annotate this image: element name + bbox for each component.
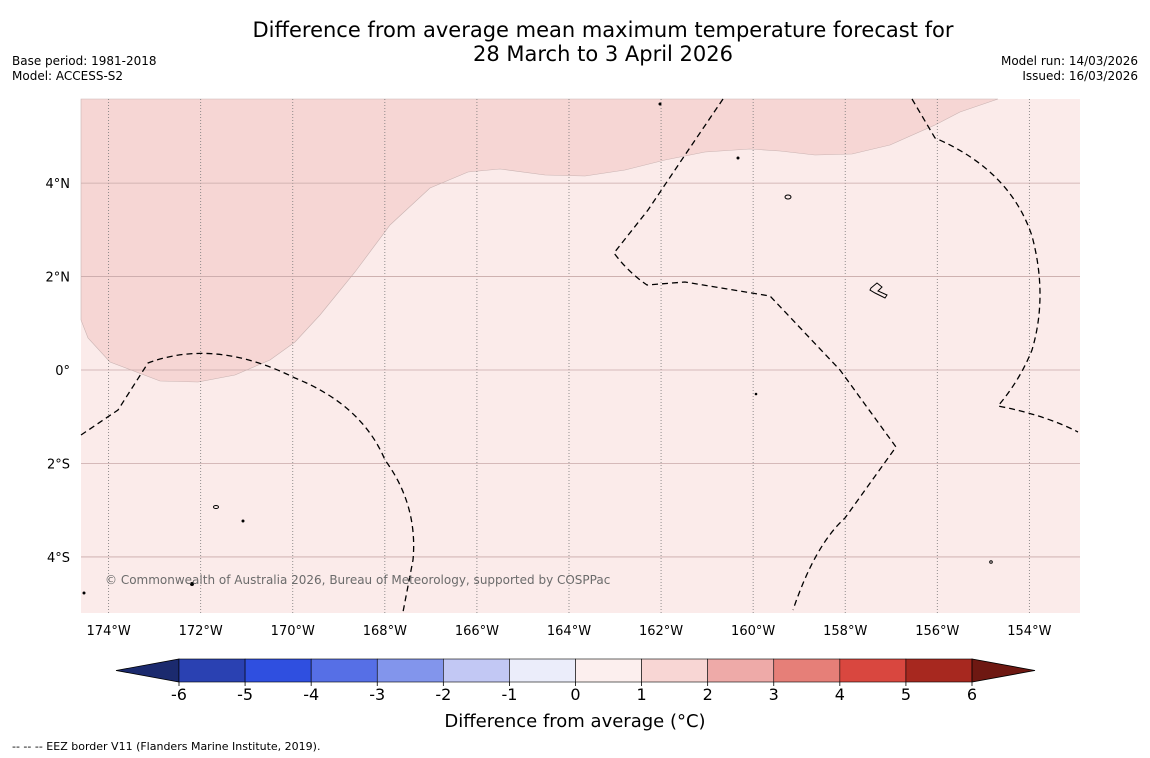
meta-left: Base period: 1981-2018 Model: ACCESS-S2 [12,54,157,84]
colorbar-tick-label: 4 [835,685,845,704]
island [989,560,993,564]
colorbar-segment [839,658,907,683]
longitude-label: 166°W [455,624,499,639]
island [213,505,219,509]
colorbar-tick-label: -5 [237,685,253,704]
copyright-note: © Commonwealth of Australia 2026, Bureau… [105,573,610,587]
latitude-label: 4°N [46,177,71,192]
model-run: Model run: 14/03/2026 [1000,54,1138,68]
eez-borders [80,98,1079,613]
colorbar-segment [773,658,841,683]
meta-right: Model run: 14/03/2026 Issued: 16/03/2026 [1001,54,1138,84]
latitude-labels: 4°N 2°N 0° 2°S 4°S [46,177,71,566]
island [241,519,245,523]
graticule [81,99,1080,613]
island [658,102,662,106]
longitude-label: 160°W [731,624,775,639]
colorbar-segment [509,658,576,683]
colorbar-extend-low [115,658,180,683]
base-period: Base period: 1981-2018 [12,54,157,68]
longitude-label: 164°W [547,624,591,639]
colorbar-extend-high [971,658,1036,683]
islands [82,102,993,595]
longitude-label: 162°W [639,624,683,639]
model-name: Model: ACCESS-S2 [12,69,124,83]
colorbar-tick-label: -1 [501,685,517,704]
colorbar-tick-label: 0 [570,685,580,704]
longitude-labels: 174°W 172°W 170°W 168°W 166°W 164°W 162°W 160°W… [87,624,1052,639]
latitude-label: 2°S [47,457,70,472]
island [82,591,86,595]
eez-border-west [80,352,415,613]
island [869,282,888,299]
colorbar-label: Difference from average (°C) [444,711,705,732]
colorbar: -6 -5 -4 -3 -2 -1 0 1 2 3 4 5 6 [115,658,1036,704]
anomaly-band-1-2 [80,98,999,383]
colorbar-tick-label: 2 [703,685,713,704]
longitude-label: 170°W [271,624,315,639]
longitude-label: 168°W [363,624,407,639]
longitude-label: 156°W [915,624,959,639]
colorbar-segment [575,658,642,683]
title-line-2: 28 March to 3 April 2026 [473,42,733,66]
longitude-label: 158°W [823,624,867,639]
colorbar-tick-label: 6 [967,685,977,704]
issued-date: Issued: 16/03/2026 [1022,69,1138,83]
map-title: Difference from average mean maximum tem… [0,18,1150,66]
colorbar-segment [310,658,378,683]
colorbar-segment [443,658,510,683]
eez-border-east [911,98,1079,433]
island [784,194,792,200]
latitude-label: 2°N [46,271,71,286]
colorbar-segment [244,658,312,683]
colorbar-segment [707,658,775,683]
island [754,392,758,396]
eez-border-central [613,98,897,611]
colorbar-tick-label: -4 [303,685,319,704]
eez-legend-note: -- -- -- EEZ border V11 (Flanders Marine… [12,740,321,753]
island [736,156,740,160]
colorbar-tick-label: 3 [769,685,779,704]
colorbar-tick-label: -2 [435,685,451,704]
colorbar-segment [905,658,973,683]
colorbar-segment [641,658,708,683]
longitude-label: 174°W [87,624,131,639]
longitude-label: 172°W [179,624,223,639]
island [190,582,194,586]
colorbar-tick-label: 5 [901,685,911,704]
map-panel: © Commonwealth of Australia 2026, Bureau… [80,98,1080,613]
longitude-label: 154°W [1007,624,1051,639]
colorbar-tick-label: -6 [171,685,187,704]
latitude-label: 4°S [47,551,70,566]
colorbar-tick-label: 1 [636,685,646,704]
colorbar-segment [376,658,444,683]
colorbar-segment [178,658,246,683]
title-line-1: Difference from average mean maximum tem… [252,18,954,42]
latitude-label: 0° [55,364,70,379]
colorbar-tick-label: -3 [369,685,385,704]
